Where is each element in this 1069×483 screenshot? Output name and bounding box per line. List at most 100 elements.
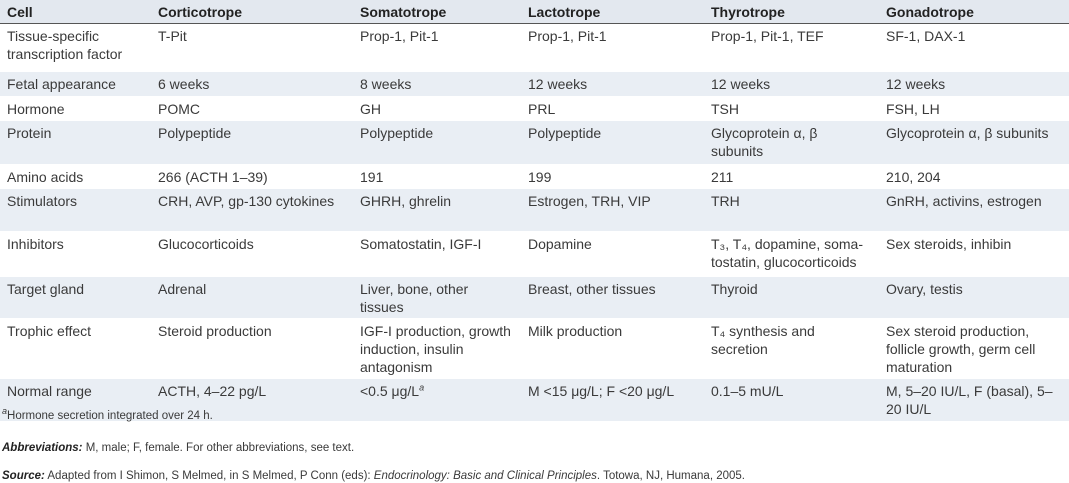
cell-text: 12 weeks bbox=[886, 76, 946, 92]
footnote-a-text: Hormone secretion integrated over 24 h. bbox=[7, 410, 213, 422]
table-cell: M, 5–20 IU/L, F (basal), 5–20 IU/L bbox=[879, 378, 1069, 421]
cell-text: Prop-1, Pit-1 bbox=[360, 28, 439, 44]
cell-text: Target gland bbox=[7, 281, 85, 297]
abbreviations-text: M, male; F, female. For other abbreviati… bbox=[82, 442, 355, 454]
table-cell: M <15 μg/L; F <20 μg/L bbox=[521, 378, 704, 421]
table-row: Normal range ACTH, 4–22 pg/L <0.5 μg/La M <… bbox=[0, 378, 1069, 421]
table-cell: Sex steroids, inhibin bbox=[879, 231, 1069, 277]
table-cell: 6 weeks bbox=[151, 71, 353, 97]
table-cell: 8 weeks bbox=[353, 71, 521, 97]
row-label: Fetal appearance bbox=[0, 71, 151, 97]
table-cell: FSH, LH bbox=[879, 96, 1069, 121]
table-cell: GHRH, ghrelin bbox=[353, 188, 521, 232]
table-cell: 12 weeks bbox=[704, 71, 879, 97]
table-cell: Estrogen, TRH, VIP bbox=[521, 188, 704, 232]
table-cell: <0.5 μg/La bbox=[353, 378, 521, 421]
cell-text: Polypeptide bbox=[528, 125, 602, 141]
table-cell: 210, 204 bbox=[879, 164, 1069, 189]
row-label: Stimulators bbox=[0, 188, 151, 232]
cell-text: Inhibitors bbox=[7, 236, 64, 252]
table-cell: Somatostatin, IGF-I bbox=[353, 231, 521, 277]
table-cell: 12 weeks bbox=[521, 71, 704, 97]
table-cell: GH bbox=[353, 96, 521, 121]
cell-text: FSH, LH bbox=[886, 101, 940, 117]
cell-text: Polypeptide bbox=[158, 125, 232, 141]
column-header: Lactotrope bbox=[521, 0, 704, 24]
table-cell: 191 bbox=[353, 164, 521, 189]
cell-text: Dopamine bbox=[528, 236, 592, 252]
cell-text: Sex steroids, inhibin bbox=[886, 236, 1012, 252]
cell-text: Glucocorticoids bbox=[158, 236, 254, 252]
abbreviations-note: Abbreviations: M, male; F, female. For o… bbox=[2, 442, 354, 454]
table-cell: 199 bbox=[521, 164, 704, 189]
table-cell: Glycoprotein α, β subunits bbox=[879, 120, 1069, 165]
cell-text: T-Pit bbox=[158, 28, 187, 44]
cell-text: Amino acids bbox=[7, 169, 84, 185]
footnote-mark: a bbox=[419, 382, 425, 393]
table-cell: TSH bbox=[704, 96, 879, 121]
cell-text: Prop-1, Pit-1 bbox=[528, 28, 607, 44]
cell-text: 12 weeks bbox=[528, 76, 588, 92]
cell-text: PRL bbox=[528, 101, 556, 117]
table-row: Stimulators CRH, AVP, gp-130 cytokines GHR… bbox=[0, 188, 1069, 232]
cell-text: T₄ synthesis and secretion bbox=[711, 323, 815, 357]
row-label: Tissue-specific transcription factor bbox=[0, 23, 151, 72]
cell-text: Polypeptide bbox=[360, 125, 434, 141]
table-row: Target gland Adrenal Liver, bone, other ti… bbox=[0, 276, 1069, 319]
table-cell: T-Pit bbox=[151, 23, 353, 72]
table-cell: Breast, other tissues bbox=[521, 276, 704, 319]
cell-text: Adrenal bbox=[158, 281, 207, 297]
column-header: Somatotrope bbox=[353, 0, 521, 24]
table-cell: Dopamine bbox=[521, 231, 704, 277]
table-cell: Polypeptide bbox=[353, 120, 521, 165]
cell-text: M, 5–20 IU/L, F (basal), 5–20 IU/L bbox=[886, 383, 1053, 417]
footnote-a: aHormone secretion integrated over 24 h. bbox=[2, 407, 213, 422]
cell-text: Tissue-specific transcription factor bbox=[7, 28, 123, 62]
table-cell: Ovary, testis bbox=[879, 276, 1069, 319]
table-cell: Polypeptide bbox=[151, 120, 353, 165]
cell-text: Normal range bbox=[7, 383, 92, 399]
table-cell: Thyroid bbox=[704, 276, 879, 319]
table-header-row: Cell Corticotrope Somatotrope Lactotrope Thy… bbox=[0, 0, 1069, 24]
table-cell: PRL bbox=[521, 96, 704, 121]
table-row: Protein Polypeptide Polypeptide Polypeptide… bbox=[0, 120, 1069, 165]
table-cell: Glucocorticoids bbox=[151, 231, 353, 277]
row-label: Protein bbox=[0, 120, 151, 165]
cell-text: 191 bbox=[360, 169, 384, 185]
column-header: Cell bbox=[0, 0, 151, 24]
cell-text: GHRH, ghrelin bbox=[360, 193, 452, 209]
cell-text: CRH, AVP, gp-130 cytokines bbox=[158, 193, 335, 209]
row-label: Amino acids bbox=[0, 164, 151, 189]
table-row: Fetal appearance 6 weeks 8 weeks 12 weeks 12… bbox=[0, 71, 1069, 97]
hormone-cell-table: Cell Corticotrope Somatotrope Lactotrope Thy… bbox=[0, 0, 1069, 421]
cell-text: Ovary, testis bbox=[886, 281, 963, 297]
table-cell: CRH, AVP, gp-130 cytokines bbox=[151, 188, 353, 232]
cell-text: Thyroid bbox=[711, 281, 758, 297]
cell-text: 0.1–5 mU/L bbox=[711, 383, 784, 399]
table-cell: Steroid production bbox=[151, 318, 353, 379]
row-label: Normal range bbox=[0, 378, 151, 421]
table-cell: Prop-1, Pit-1 bbox=[521, 23, 704, 72]
table-row: Inhibitors Glucocorticoids Somatostatin, I… bbox=[0, 231, 1069, 277]
table-row: Trophic effect Steroid production IGF-I pr… bbox=[0, 318, 1069, 379]
row-label: Hormone bbox=[0, 96, 151, 121]
cell-text: POMC bbox=[158, 101, 200, 117]
table-cell: SF-1, DAX-1 bbox=[879, 23, 1069, 72]
cell-text: IGF-I production, growth induction, insu… bbox=[360, 323, 511, 375]
table-cell: Milk production bbox=[521, 318, 704, 379]
cell-text: 8 weeks bbox=[360, 76, 412, 92]
table-cell: 266 (ACTH 1–39) bbox=[151, 164, 353, 189]
cell-text: Steroid production bbox=[158, 323, 272, 339]
cell-text: Somatostatin, IGF-I bbox=[360, 236, 482, 252]
table-cell: IGF-I production, growth induction, insu… bbox=[353, 318, 521, 379]
table-cell: Glycoprotein α, β subunits bbox=[704, 120, 879, 165]
cell-text: Hormone bbox=[7, 101, 65, 117]
table-cell: Prop-1, Pit-1 bbox=[353, 23, 521, 72]
table-cell: T₃, T₄, dopamine, soma-tostatin, glucoco… bbox=[704, 231, 879, 277]
cell-text: Estrogen, TRH, VIP bbox=[528, 193, 651, 209]
cell-text: GH bbox=[360, 101, 381, 117]
cell-text: 211 bbox=[711, 169, 734, 185]
source-text-end: . Totowa, NJ, Humana, 2005. bbox=[596, 470, 745, 482]
source-book-title: Endocrinology: Basic and Clinical Princi… bbox=[373, 470, 597, 482]
cell-text: Liver, bone, other tissues bbox=[360, 281, 469, 315]
